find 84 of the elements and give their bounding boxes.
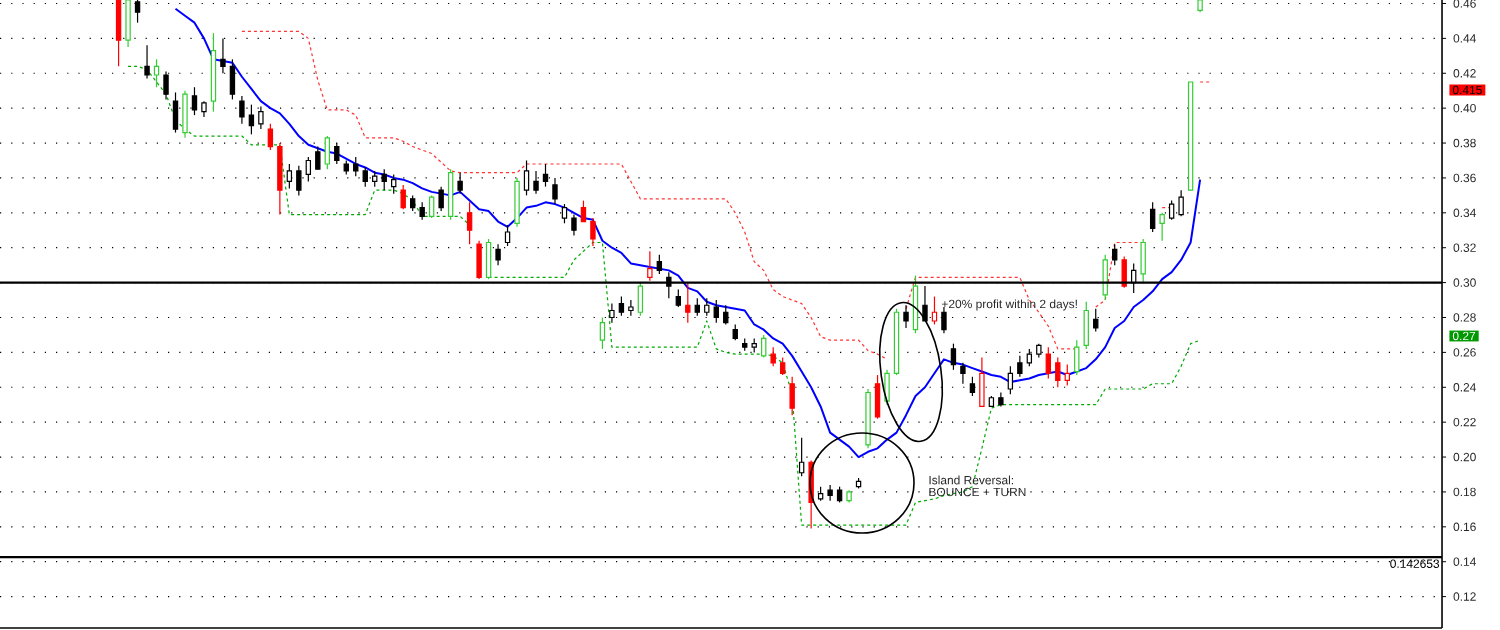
y-tick-label: 0.40 — [1453, 103, 1476, 113]
candlestick — [950, 343, 957, 371]
candlestick — [599, 316, 606, 350]
candlestick — [220, 37, 226, 74]
candlestick — [362, 166, 368, 188]
y-tick-label: 0.46 — [1453, 0, 1476, 8]
candlestick — [552, 177, 558, 205]
candlestick — [827, 484, 833, 502]
candlestick — [1017, 355, 1023, 378]
candlestick — [381, 168, 387, 191]
candlestick — [1055, 357, 1061, 388]
candlestick — [466, 201, 473, 245]
candlestick — [428, 194, 435, 219]
candlestick — [1007, 365, 1014, 395]
candlestick — [960, 362, 966, 385]
y-tick-label: 0.30 — [1453, 278, 1476, 287]
candlestick — [163, 70, 169, 101]
candlestick — [723, 304, 729, 326]
y-tick-label: 0.28 — [1453, 313, 1476, 322]
candlestick — [618, 295, 625, 317]
y-tick-label: 0.24 — [1453, 383, 1476, 392]
candlestick — [571, 213, 577, 237]
candlestick — [334, 142, 340, 165]
candlestick — [267, 123, 274, 151]
candlestick — [1064, 363, 1070, 387]
y-tick-label: 0.36 — [1453, 173, 1476, 183]
candlestick — [504, 224, 511, 247]
candlestick — [248, 104, 255, 135]
candlestick — [561, 203, 568, 224]
y-tick-label: 0.32 — [1453, 243, 1476, 252]
candlestick — [438, 186, 444, 212]
candlestick — [1149, 201, 1156, 233]
annotation: Island Reversal: — [929, 475, 1013, 485]
candlestick — [391, 173, 397, 195]
candlestick — [1112, 243, 1118, 266]
candlestick — [153, 58, 160, 88]
ref-line-label: 0.142653 — [1390, 559, 1440, 568]
candlestick — [296, 165, 302, 196]
candlestick — [1159, 212, 1165, 242]
annotation: +20% profit within 2 days! — [942, 299, 1077, 311]
candlestick — [1178, 189, 1184, 217]
candlestick — [647, 250, 653, 282]
candlestick — [191, 86, 198, 116]
candlestick — [685, 281, 691, 324]
candlestick — [713, 299, 719, 324]
y-tick-label: 0.22 — [1453, 417, 1476, 427]
candlestick — [144, 44, 150, 80]
candlestick — [903, 304, 909, 329]
candlestick — [1168, 200, 1175, 221]
candlestick — [580, 200, 587, 223]
candlestick — [770, 346, 776, 367]
text: 0.415 — [1452, 85, 1482, 95]
y-tick-label: 0.42 — [1453, 69, 1476, 78]
candlestick — [286, 163, 293, 189]
candlestick — [400, 184, 406, 210]
candlestick — [239, 95, 245, 125]
candlestick — [1045, 346, 1052, 380]
candlestick — [305, 156, 312, 183]
candlestick — [533, 170, 539, 195]
y-tick-label: 0.26 — [1453, 348, 1476, 357]
y-tick-label: 0.14 — [1453, 557, 1476, 566]
candlestick — [931, 295, 938, 326]
candlestick — [590, 217, 596, 247]
candlestick — [609, 302, 615, 324]
y-tick-label: 0.16 — [1453, 522, 1476, 532]
y-tick-label: 0.34 — [1453, 208, 1476, 218]
text: 0.27 — [1452, 331, 1476, 341]
candlestick — [1093, 308, 1099, 333]
candlestick — [523, 159, 530, 196]
y-tick-label: 0.38 — [1453, 138, 1476, 148]
candlestick — [315, 145, 321, 170]
candlestick — [258, 105, 264, 130]
y-tick-label: 0.20 — [1453, 452, 1476, 462]
candlestick — [457, 172, 463, 195]
candlestick — [761, 334, 767, 359]
candlestick — [628, 299, 634, 317]
candlestick — [353, 156, 359, 177]
y-tick-label: 0.12 — [1453, 592, 1476, 601]
y-tick-label: 0.44 — [1453, 34, 1476, 43]
candlestick — [656, 254, 663, 275]
candlestick — [542, 163, 549, 188]
candlestick — [969, 376, 976, 397]
candlestick — [495, 243, 501, 266]
y-tick-label: 0.18 — [1453, 487, 1476, 497]
